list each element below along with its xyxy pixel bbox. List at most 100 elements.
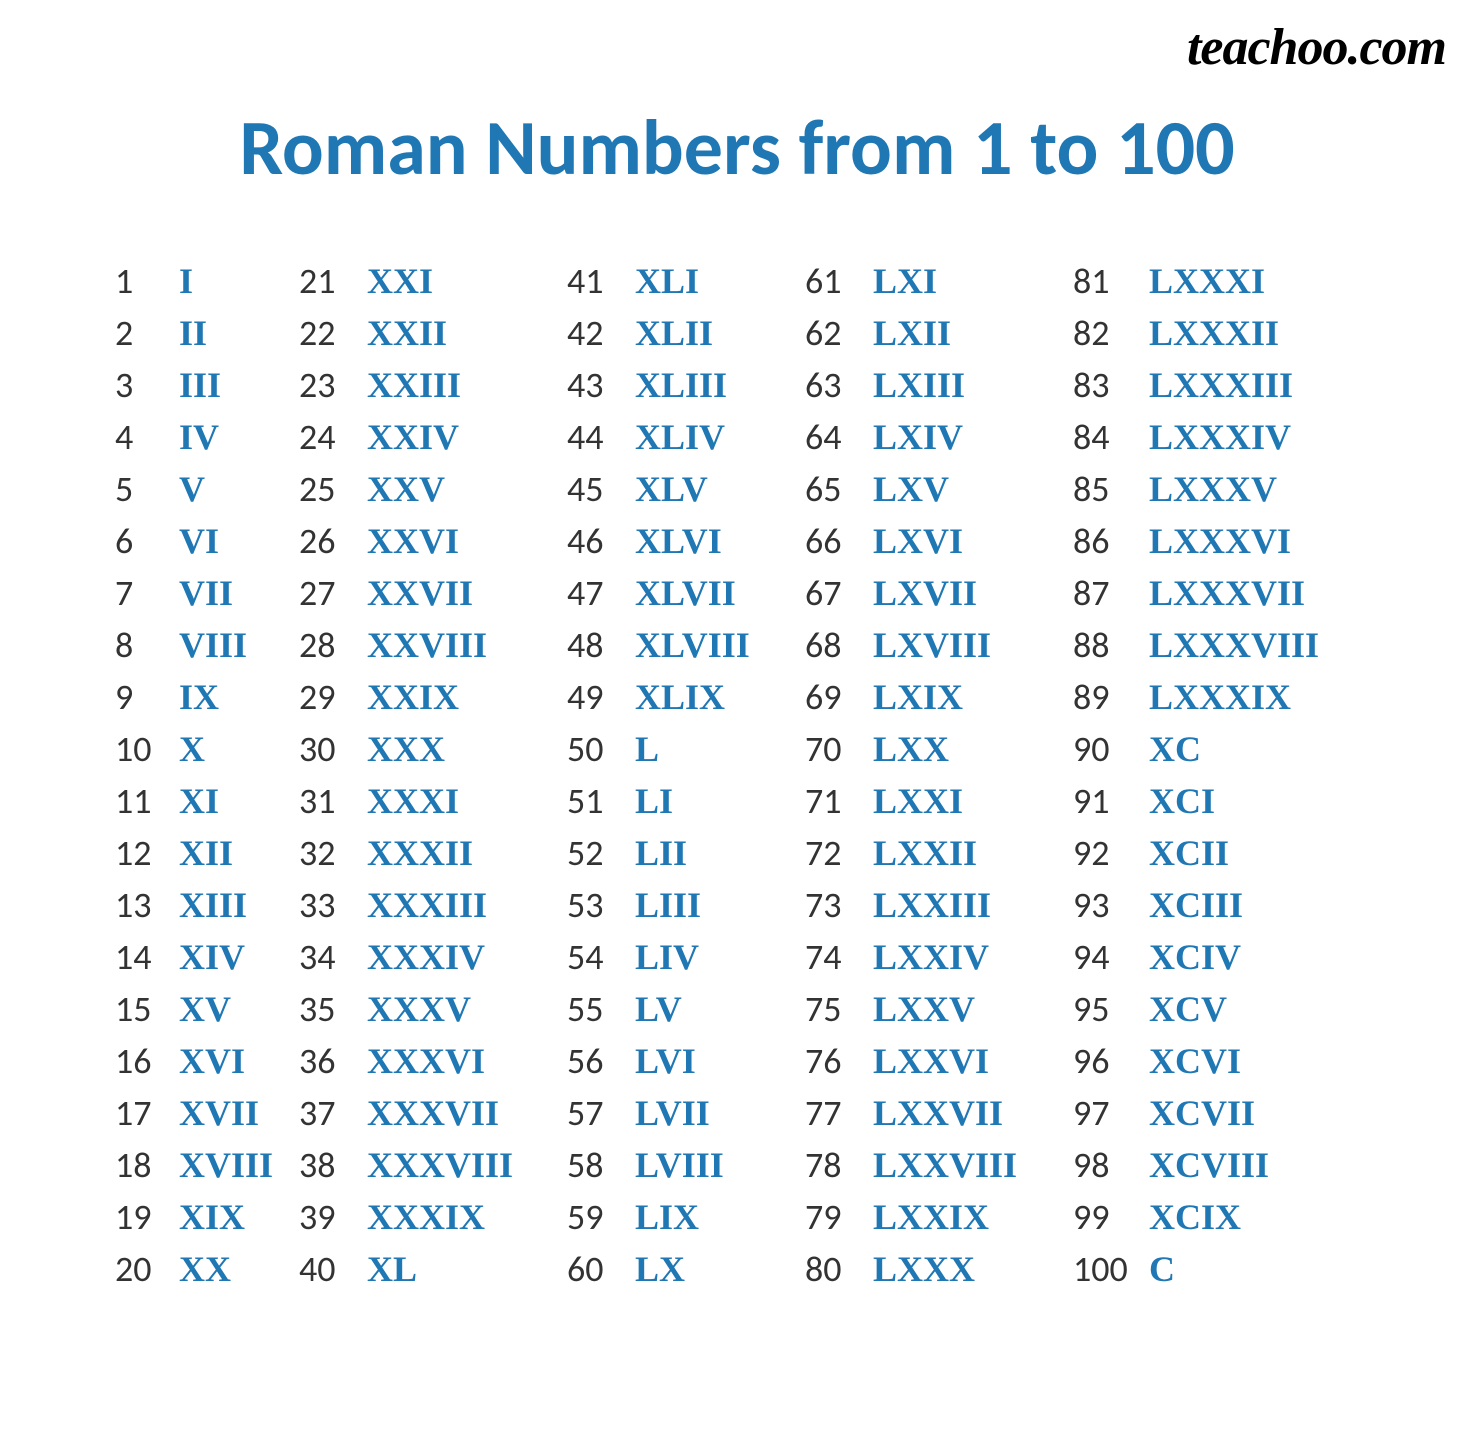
arabic-number: 61 [805, 255, 873, 307]
table-row: 39XXXIX [299, 1191, 567, 1243]
arabic-number: 5 [115, 463, 179, 515]
table-row: 43XLIII [567, 359, 805, 411]
table-row: 37XXXVII [299, 1087, 567, 1139]
arabic-number: 23 [299, 359, 367, 411]
table-row: 53LIII [567, 879, 805, 931]
arabic-number: 34 [299, 931, 367, 983]
roman-numeral: XII [179, 827, 299, 879]
roman-numeral: I [179, 255, 299, 307]
table-row: 85LXXXV [1073, 463, 1359, 515]
roman-numeral: XCVII [1149, 1087, 1359, 1139]
table-row: 13XIII [115, 879, 299, 931]
roman-numeral: XLV [635, 463, 805, 515]
roman-numeral: XCIII [1149, 879, 1359, 931]
table-row: 91XCI [1073, 775, 1359, 827]
table-row: 78LXXVIII [805, 1139, 1073, 1191]
table-column: 81LXXXI82LXXXII83LXXXIII84LXXXIV85LXXXV8… [1073, 255, 1359, 1295]
arabic-number: 75 [805, 983, 873, 1035]
roman-numeral: XCVI [1149, 1035, 1359, 1087]
roman-numeral: XVIII [179, 1139, 299, 1191]
table-column: 1I2II3III4IV5V6VI7VII8VIII9IX10X11XI12XI… [115, 255, 299, 1295]
arabic-number: 20 [115, 1243, 179, 1295]
roman-numeral: XCIV [1149, 931, 1359, 983]
arabic-number: 16 [115, 1035, 179, 1087]
roman-numeral: XCIX [1149, 1191, 1359, 1243]
arabic-number: 97 [1073, 1087, 1149, 1139]
table-row: 95XCV [1073, 983, 1359, 1035]
roman-numeral: XXXVII [367, 1087, 567, 1139]
roman-numeral: LXXI [873, 775, 1073, 827]
roman-numeral: LXIII [873, 359, 1073, 411]
arabic-number: 48 [567, 619, 635, 671]
table-row: 40XL [299, 1243, 567, 1295]
table-row: 61LXI [805, 255, 1073, 307]
arabic-number: 88 [1073, 619, 1149, 671]
arabic-number: 98 [1073, 1139, 1149, 1191]
table-row: 3III [115, 359, 299, 411]
roman-numeral: LXIV [873, 411, 1073, 463]
roman-numeral: XCVIII [1149, 1139, 1359, 1191]
table-row: 67LXVII [805, 567, 1073, 619]
arabic-number: 55 [567, 983, 635, 1035]
roman-numeral: LXXIV [873, 931, 1073, 983]
arabic-number: 94 [1073, 931, 1149, 983]
roman-numeral: LVII [635, 1087, 805, 1139]
arabic-number: 51 [567, 775, 635, 827]
roman-numeral: XXII [367, 307, 567, 359]
roman-numeral: LXXXIII [1149, 359, 1359, 411]
table-row: 44XLIV [567, 411, 805, 463]
table-row: 84LXXXIV [1073, 411, 1359, 463]
table-row: 73LXXIII [805, 879, 1073, 931]
table-row: 60LX [567, 1243, 805, 1295]
arabic-number: 47 [567, 567, 635, 619]
arabic-number: 14 [115, 931, 179, 983]
arabic-number: 64 [805, 411, 873, 463]
roman-numeral: XXIV [367, 411, 567, 463]
arabic-number: 84 [1073, 411, 1149, 463]
roman-numeral: XXX [367, 723, 567, 775]
roman-numeral: XCII [1149, 827, 1359, 879]
roman-numeral: LIV [635, 931, 805, 983]
table-row: 19XIX [115, 1191, 299, 1243]
table-row: 99XCIX [1073, 1191, 1359, 1243]
table-row: 70LXX [805, 723, 1073, 775]
arabic-number: 32 [299, 827, 367, 879]
roman-numeral: XXXII [367, 827, 567, 879]
table-row: 14XIV [115, 931, 299, 983]
table-row: 25XXV [299, 463, 567, 515]
roman-numeral: LXII [873, 307, 1073, 359]
table-row: 89LXXXIX [1073, 671, 1359, 723]
arabic-number: 7 [115, 567, 179, 619]
roman-numeral: VII [179, 567, 299, 619]
table-row: 23XXIII [299, 359, 567, 411]
table-row: 32XXXII [299, 827, 567, 879]
table-row: 76LXXVI [805, 1035, 1073, 1087]
arabic-number: 100 [1073, 1243, 1149, 1295]
arabic-number: 92 [1073, 827, 1149, 879]
arabic-number: 56 [567, 1035, 635, 1087]
roman-numeral: LXXXV [1149, 463, 1359, 515]
table-row: 4IV [115, 411, 299, 463]
roman-numeral: LXXII [873, 827, 1073, 879]
table-row: 83LXXXIII [1073, 359, 1359, 411]
arabic-number: 74 [805, 931, 873, 983]
table-row: 86LXXXVI [1073, 515, 1359, 567]
table-row: 97XCVII [1073, 1087, 1359, 1139]
table-row: 63LXIII [805, 359, 1073, 411]
roman-numeral: LXXX [873, 1243, 1073, 1295]
arabic-number: 44 [567, 411, 635, 463]
table-row: 48XLVIII [567, 619, 805, 671]
table-row: 16XVI [115, 1035, 299, 1087]
roman-numeral: XLVII [635, 567, 805, 619]
roman-numeral: XXIII [367, 359, 567, 411]
roman-numeral: LXXXVII [1149, 567, 1359, 619]
table-row: 7VII [115, 567, 299, 619]
arabic-number: 95 [1073, 983, 1149, 1035]
arabic-number: 25 [299, 463, 367, 515]
table-row: 8VIII [115, 619, 299, 671]
table-row: 28XXVIII [299, 619, 567, 671]
arabic-number: 82 [1073, 307, 1149, 359]
table-row: 92XCII [1073, 827, 1359, 879]
arabic-number: 8 [115, 619, 179, 671]
table-column: 21XXI22XXII23XXIII24XXIV25XXV26XXVI27XXV… [299, 255, 567, 1295]
